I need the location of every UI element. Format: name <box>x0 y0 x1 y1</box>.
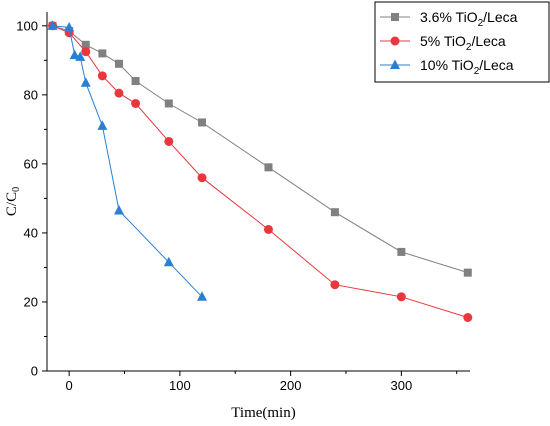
legend-label-rest: /Leca <box>479 57 513 73</box>
axes <box>46 12 470 372</box>
data-point <box>264 163 273 172</box>
x-ticks: 0 100 200 300 <box>66 371 458 393</box>
data-point <box>463 312 473 322</box>
data-point <box>164 136 174 146</box>
series-layer <box>47 20 473 322</box>
legend-label-rest: /Leca <box>483 9 517 25</box>
data-point <box>396 292 406 302</box>
data-point <box>47 20 58 30</box>
y-tick-label: 80 <box>24 87 38 102</box>
series-3 <box>47 20 208 301</box>
legend-label: 5% TiO2/Leca <box>420 33 506 53</box>
legend-marker <box>390 36 400 46</box>
y-axis-title-main: C/C <box>4 192 20 216</box>
data-point <box>330 280 340 290</box>
y-tick-label: 20 <box>24 294 38 309</box>
legend-item-1: 3.6% TiO2/Leca <box>380 9 518 29</box>
data-point <box>81 47 91 57</box>
legend-label-sub: 2 <box>474 66 480 77</box>
data-point <box>97 71 107 81</box>
data-point <box>113 204 124 215</box>
data-point <box>197 291 208 301</box>
y-tick-label: 40 <box>24 225 38 240</box>
y-axis-title-sub: 0 <box>11 187 22 192</box>
data-point <box>64 22 75 32</box>
data-point <box>263 224 273 234</box>
data-point <box>80 77 91 87</box>
data-point <box>75 51 86 61</box>
series-2 <box>48 21 473 322</box>
data-point <box>81 40 90 49</box>
legend-box <box>374 1 550 83</box>
y-ticks: 0 20 40 60 80 100 <box>16 18 47 379</box>
x-axis-title: Time(min) <box>231 405 295 421</box>
data-point <box>330 208 339 217</box>
data-point <box>69 49 80 60</box>
data-point <box>198 118 207 127</box>
legend-label-sub: 2 <box>478 18 484 29</box>
y-tick-label: 100 <box>16 18 38 33</box>
legend-label-main: 3.6% TiO <box>420 9 478 25</box>
y-tick-label: 60 <box>24 156 38 171</box>
data-point <box>197 173 207 183</box>
legend-item-3: 10% TiO2/Leca <box>380 57 514 77</box>
data-point <box>131 98 141 108</box>
x-tick-label: 300 <box>390 378 412 393</box>
series-1 <box>48 21 472 277</box>
legend-label-main: 10% TiO <box>420 57 474 73</box>
legend-label-main: 5% TiO <box>420 33 466 49</box>
legend-label-rest: /Leca <box>471 33 505 49</box>
legend-label: 10% TiO2/Leca <box>420 57 514 77</box>
data-point <box>114 88 124 98</box>
legend-label-sub: 2 <box>466 42 472 53</box>
x-tick-label: 0 <box>66 378 73 393</box>
data-point <box>98 49 107 58</box>
data-point <box>164 99 173 108</box>
series-line <box>52 25 203 298</box>
legend-marker <box>390 59 400 69</box>
legend-marker <box>391 13 399 21</box>
data-point <box>163 256 174 267</box>
data-point <box>131 77 140 86</box>
data-point <box>463 268 472 277</box>
data-point <box>114 59 123 68</box>
x-tick-label: 200 <box>280 378 302 393</box>
x-tick-label: 100 <box>169 378 191 393</box>
y-axis-title: C/C0 <box>4 187 22 216</box>
data-point <box>397 247 406 256</box>
y-tick-label: 0 <box>31 364 38 379</box>
legend-label: 3.6% TiO2/Leca <box>420 9 518 29</box>
data-point <box>97 120 108 130</box>
legend-item-2: 5% TiO2/Leca <box>380 33 506 53</box>
